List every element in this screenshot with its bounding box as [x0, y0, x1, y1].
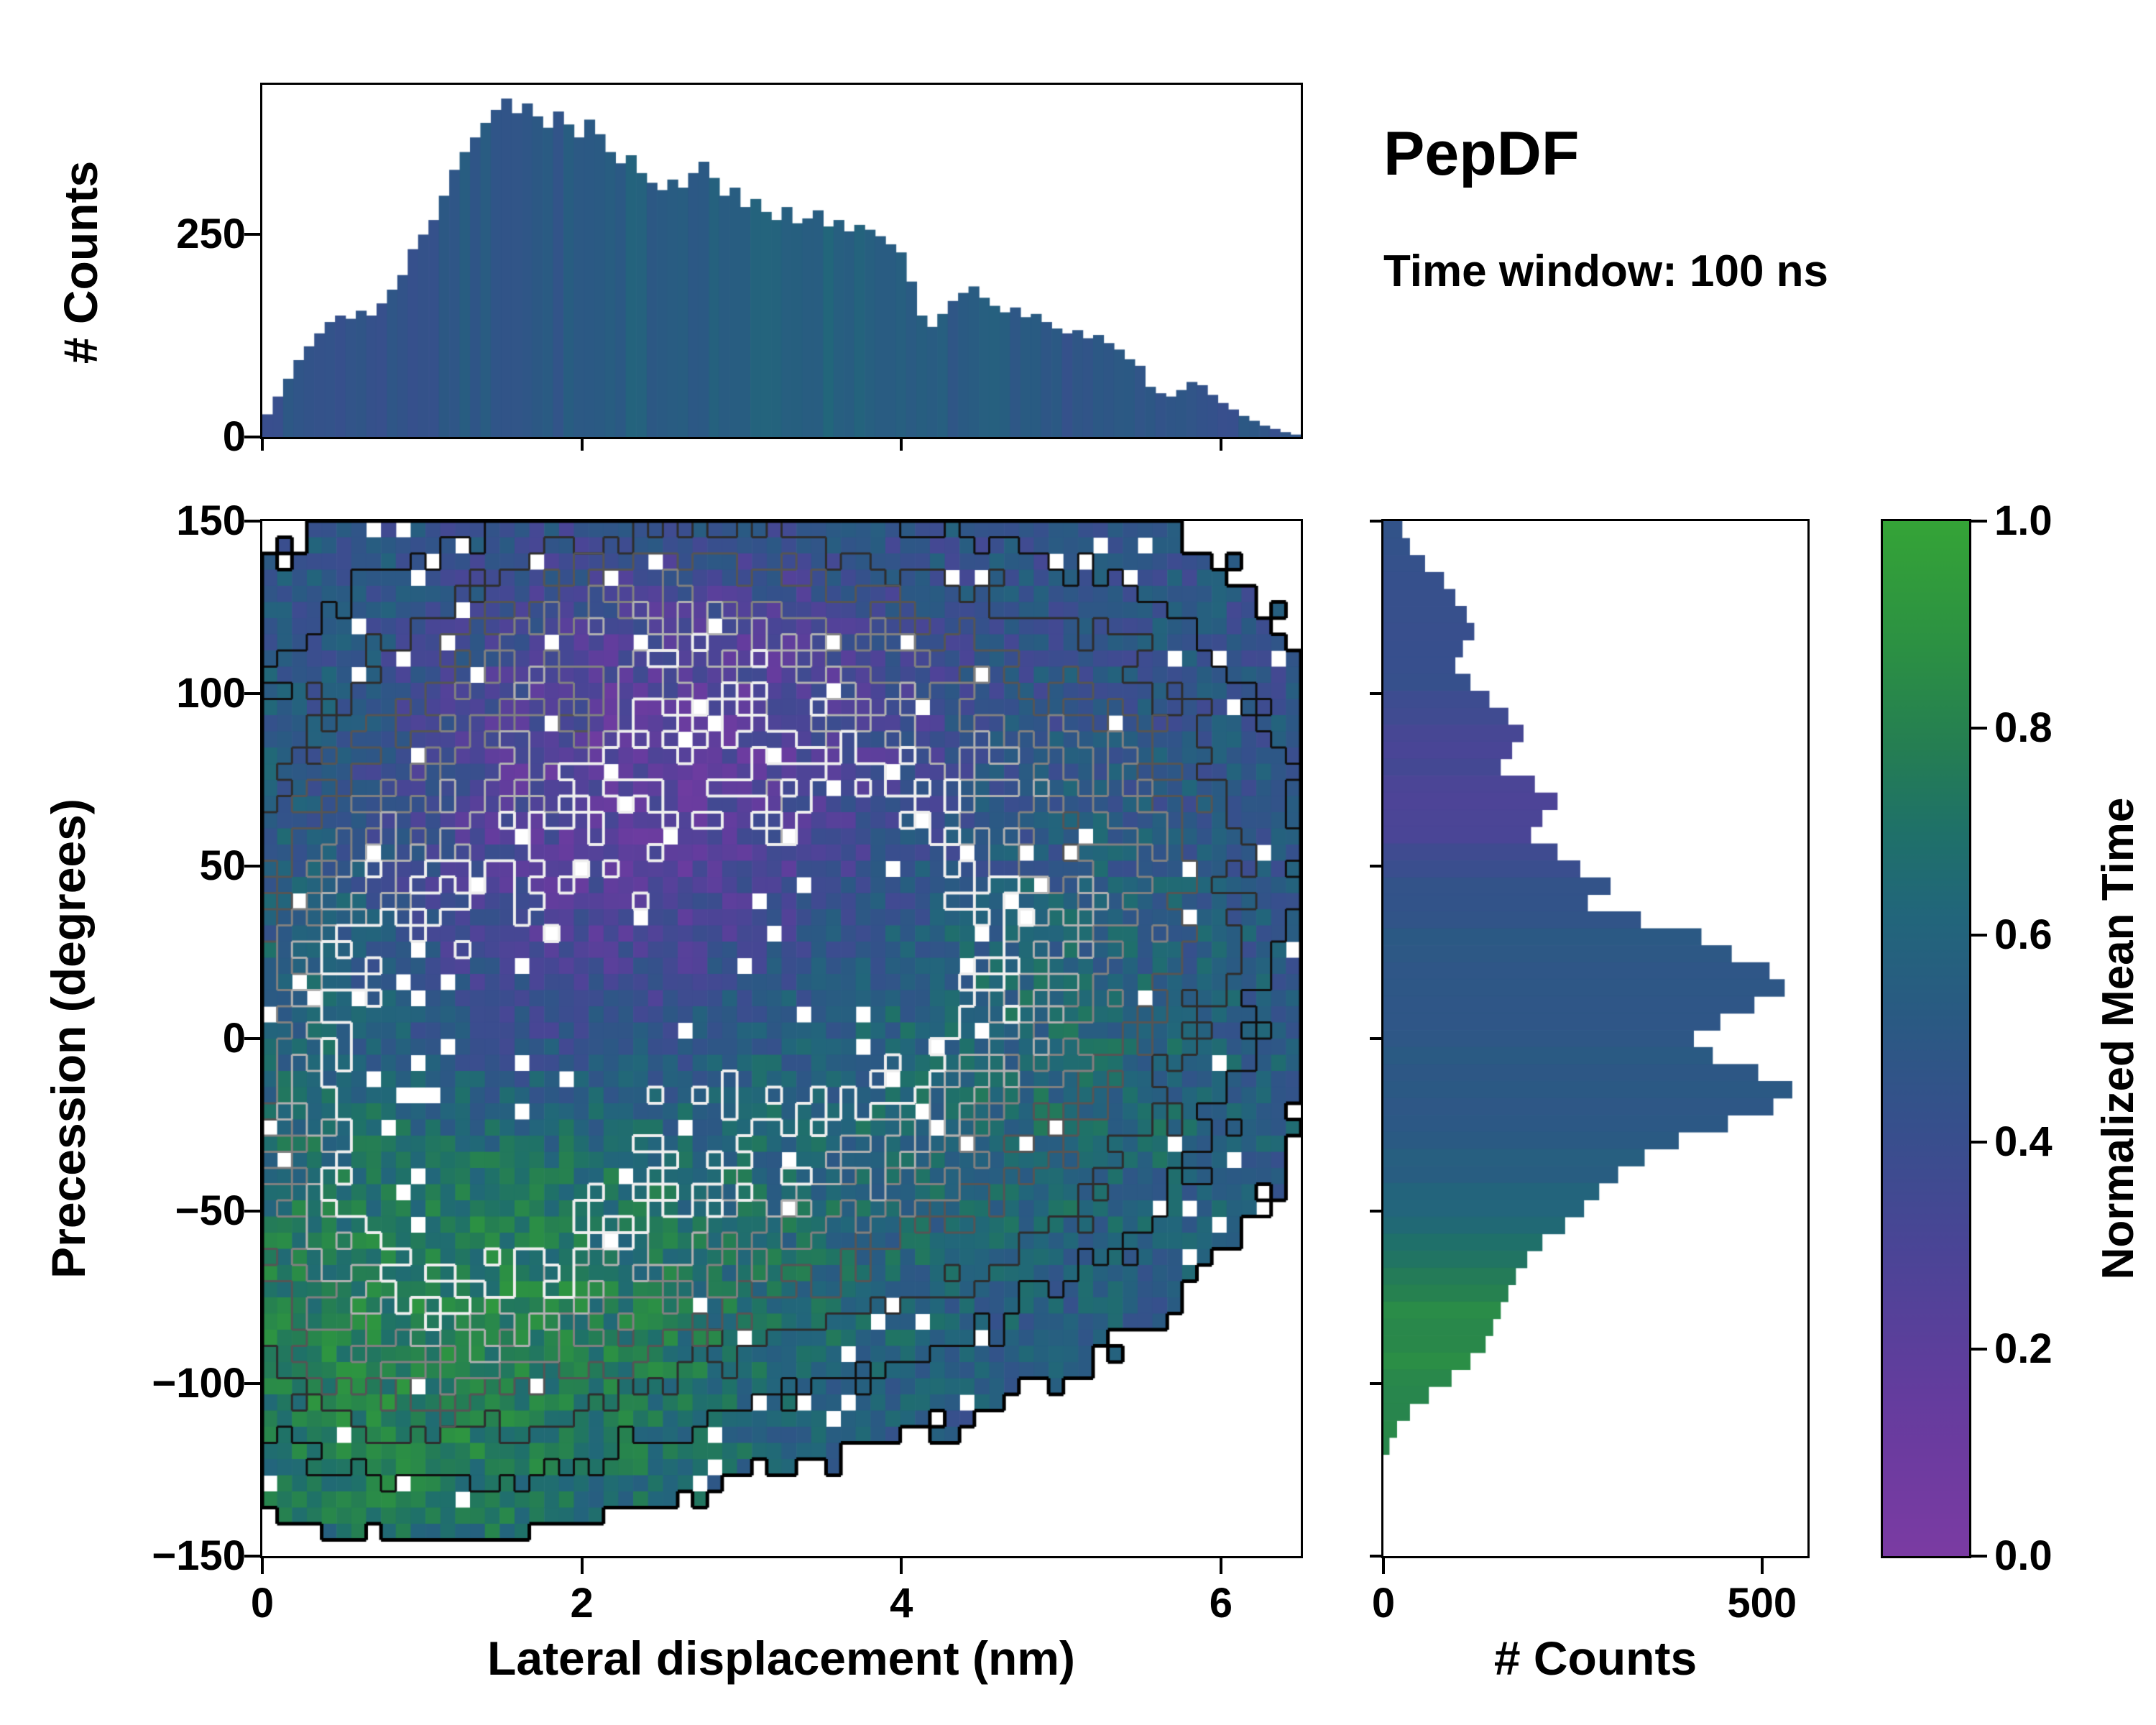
top-xtick [261, 439, 264, 451]
main-xlabel: Lateral displacement (nm) [487, 1632, 1075, 1685]
top-xtick [580, 439, 584, 451]
main-ytick-label: 100 [176, 670, 246, 717]
colorbar-gradient-canvas [1883, 521, 1969, 1556]
colorbar-tick [1971, 934, 1987, 937]
main-ytick [244, 1210, 260, 1213]
right-ytick [1370, 1382, 1381, 1385]
right-ytick [1370, 865, 1381, 868]
colorbar-tick [1971, 1348, 1987, 1351]
main-xtick-label: 6 [1209, 1580, 1233, 1627]
right-ytick [1370, 1037, 1381, 1040]
colorbar-tick-label: 0.6 [1994, 911, 2053, 958]
main-ytick [244, 1037, 260, 1040]
top-histogram-canvas [262, 85, 1301, 437]
main-ytick [244, 865, 260, 868]
right-ytick [1370, 1210, 1381, 1213]
colorbar-tick-label: 0.0 [1994, 1532, 2053, 1579]
chart-title: PepDF [1383, 119, 1580, 188]
right-xtick-label: 0 [1371, 1580, 1396, 1627]
main-xtick-label: 0 [250, 1580, 275, 1627]
colorbar-tick-label: 0.2 [1994, 1325, 2053, 1372]
right-histogram-plot [1381, 519, 1810, 1558]
top-ytick-label: 250 [176, 211, 246, 258]
main-xtick-label: 4 [890, 1580, 913, 1627]
top-ytick-label: 0 [222, 413, 246, 460]
main-ytick-label: −100 [152, 1360, 246, 1407]
colorbar-tick [1971, 1555, 1987, 1558]
right-histogram-canvas [1383, 521, 1807, 1556]
main-ytick-label: 150 [176, 497, 246, 544]
right-ytick [1370, 520, 1381, 523]
top-xtick [1219, 439, 1222, 451]
main-ytick-label: −50 [175, 1187, 246, 1234]
main-ytick-label: 0 [222, 1015, 246, 1062]
main-xtick [261, 1558, 264, 1574]
main-heatmap-plot [260, 519, 1303, 1558]
colorbar-tick-label: 0.4 [1994, 1118, 2053, 1165]
right-hist-xlabel: # Counts [1493, 1632, 1697, 1685]
right-ytick [1370, 1555, 1381, 1558]
main-ytick [244, 1555, 260, 1558]
top-ytick [244, 436, 260, 438]
colorbar-tick-label: 0.8 [1994, 704, 2053, 751]
main-xtick [900, 1558, 903, 1574]
right-xtick-label: 500 [1727, 1580, 1797, 1627]
colorbar-tick [1971, 520, 1987, 523]
top-ytick [244, 233, 260, 236]
main-ytick-label: −150 [152, 1532, 246, 1579]
top-xtick [900, 439, 903, 451]
colorbar-label: Normalized Mean Time [2093, 797, 2143, 1280]
main-xtick-label: 2 [570, 1580, 594, 1627]
colorbar-tick-label: 1.0 [1994, 497, 2053, 544]
colorbar [1881, 519, 1971, 1558]
main-heatmap-canvas [262, 521, 1301, 1556]
main-xtick [580, 1558, 584, 1574]
right-xtick [1760, 1558, 1764, 1574]
top-histogram-plot [260, 83, 1303, 439]
chart-subtitle: Time window: 100 ns [1383, 247, 1829, 296]
right-ytick [1370, 692, 1381, 695]
main-ytick [244, 692, 260, 695]
colorbar-tick [1971, 1141, 1987, 1144]
main-ytick [244, 520, 260, 523]
main-ytick-label: 50 [199, 842, 246, 889]
main-xtick [1219, 1558, 1222, 1574]
main-ytick [244, 1382, 260, 1385]
colorbar-tick [1971, 727, 1987, 730]
right-xtick [1382, 1558, 1385, 1574]
